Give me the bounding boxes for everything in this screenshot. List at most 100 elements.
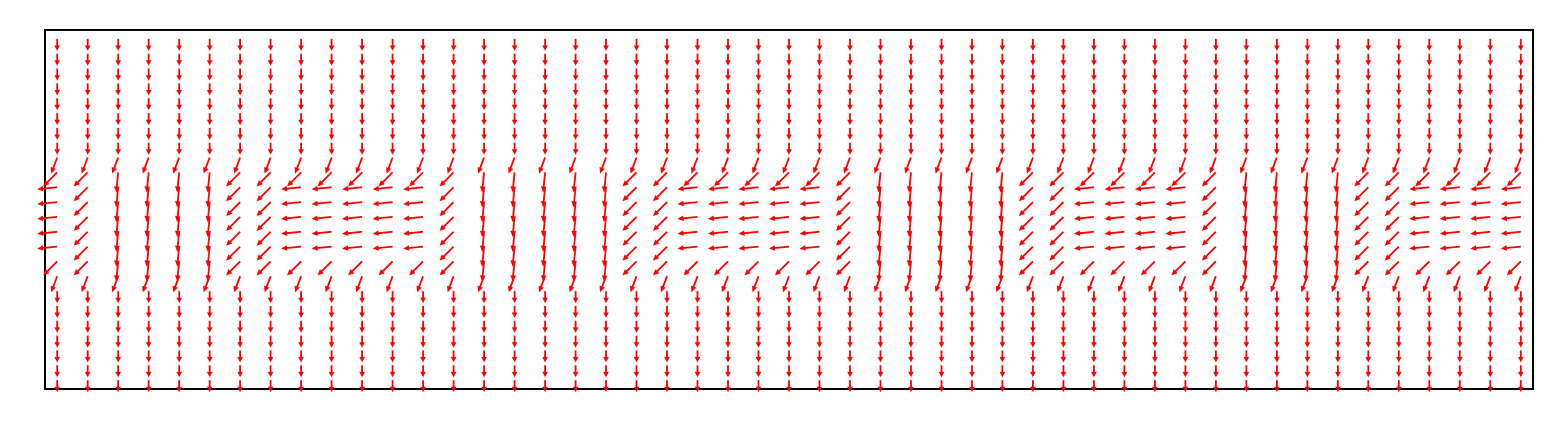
- arrow: [542, 68, 548, 81]
- arrow: [479, 202, 486, 223]
- arrow: [1018, 186, 1034, 202]
- arrow: [1213, 320, 1219, 333]
- arrow: [1396, 380, 1402, 393]
- arrow: [908, 38, 914, 51]
- arrow: [677, 200, 698, 207]
- arrow: [172, 157, 180, 174]
- arrow: [481, 365, 487, 378]
- arrow: [1333, 202, 1340, 223]
- arrow: [1152, 53, 1158, 66]
- arrow: [226, 216, 241, 231]
- arrow: [359, 365, 365, 378]
- arrow: [203, 275, 211, 293]
- arrow: [1384, 260, 1400, 276]
- arrow: [708, 230, 729, 236]
- arrow: [755, 350, 762, 363]
- arrow: [298, 365, 304, 378]
- arrow: [114, 216, 120, 237]
- arrow: [1121, 113, 1128, 126]
- arrow: [481, 291, 487, 304]
- arrow: [1335, 305, 1341, 318]
- arrow: [1274, 53, 1280, 66]
- arrow: [1426, 380, 1433, 393]
- arrow: [694, 380, 701, 393]
- arrow: [664, 127, 670, 140]
- arrow: [1274, 127, 1280, 140]
- arrow: [510, 187, 516, 208]
- arrow: [115, 305, 121, 318]
- arrow: [999, 83, 1006, 96]
- arrow: [995, 275, 1004, 293]
- arrow: [694, 365, 701, 378]
- arrow: [267, 350, 274, 363]
- arrow: [1439, 200, 1460, 207]
- arrow: [1384, 201, 1400, 217]
- arrow: [1201, 216, 1217, 231]
- arrow: [311, 200, 332, 207]
- arrow: [342, 185, 363, 192]
- arrow: [1518, 305, 1524, 318]
- arrow: [633, 380, 640, 393]
- arrow: [601, 231, 608, 252]
- arrow: [769, 245, 790, 251]
- arrow: [1060, 305, 1067, 318]
- arrow: [144, 187, 151, 208]
- arrow: [172, 275, 180, 293]
- arrow: [510, 261, 516, 282]
- arrow: [1426, 83, 1433, 96]
- arrow: [995, 157, 1004, 174]
- arrow: [175, 172, 181, 193]
- arrow: [1470, 200, 1491, 207]
- arrow: [481, 350, 487, 363]
- arrow: [1243, 127, 1250, 140]
- arrow: [1274, 305, 1280, 318]
- arrow: [1152, 113, 1158, 126]
- arrow: [847, 335, 853, 348]
- arrow: [1487, 83, 1494, 96]
- arrow: [176, 142, 182, 155]
- arrow: [1409, 230, 1430, 236]
- arrow: [572, 335, 579, 348]
- arrow: [967, 231, 974, 252]
- arrow: [420, 291, 426, 304]
- arrow: [1487, 127, 1494, 140]
- arrow: [1060, 53, 1067, 66]
- arrow: [542, 142, 548, 155]
- arrow: [908, 98, 914, 111]
- arrow: [874, 157, 882, 174]
- arrow: [287, 171, 302, 187]
- arrow: [908, 380, 914, 393]
- arrow: [799, 185, 820, 192]
- arrow: [999, 113, 1006, 126]
- arrow: [111, 275, 119, 293]
- arrow: [1213, 98, 1219, 111]
- arrow: [144, 172, 151, 193]
- arrow: [84, 365, 91, 378]
- arrow: [1152, 380, 1158, 393]
- arrow: [378, 171, 394, 187]
- arrow: [664, 365, 670, 378]
- arrow: [1422, 275, 1431, 293]
- arrow: [1134, 215, 1155, 222]
- arrow: [1333, 231, 1340, 252]
- arrow: [938, 142, 945, 155]
- arrow: [1239, 275, 1248, 293]
- arrow: [84, 380, 91, 393]
- arrow: [755, 291, 762, 304]
- arrow: [1304, 53, 1311, 66]
- arrow: [744, 260, 760, 276]
- arrow: [511, 53, 518, 66]
- arrow: [876, 187, 882, 208]
- arrow: [37, 185, 58, 192]
- arrow: [256, 246, 272, 261]
- arrow: [1030, 113, 1036, 126]
- arrow: [1365, 98, 1372, 111]
- arrow: [1121, 380, 1128, 393]
- arrow: [572, 320, 579, 333]
- arrow: [725, 365, 731, 378]
- arrow: [1426, 320, 1433, 333]
- arrow: [843, 275, 851, 293]
- arrow: [786, 113, 792, 126]
- arrow: [114, 231, 120, 252]
- arrow: [206, 365, 213, 378]
